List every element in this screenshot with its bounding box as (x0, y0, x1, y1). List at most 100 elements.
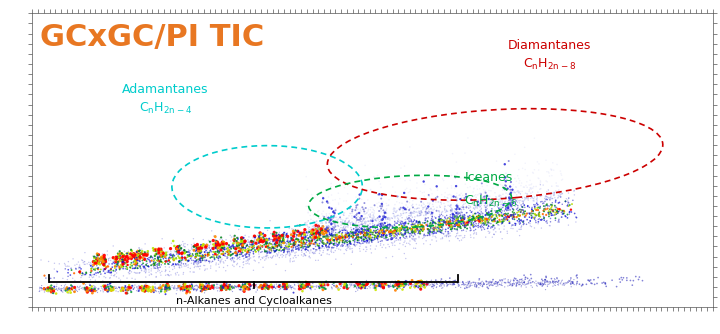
Point (498, 191, 509, 197)
Point (404, 279, 415, 284)
Point (38, 286, 50, 292)
Point (395, 213, 406, 219)
Point (89, 284, 101, 289)
Point (412, 221, 423, 227)
Point (310, 223, 322, 228)
Point (289, 244, 301, 250)
Point (193, 285, 204, 290)
Point (341, 216, 352, 221)
Point (360, 211, 372, 216)
Point (521, 196, 533, 201)
Point (353, 284, 364, 289)
Point (508, 200, 519, 205)
Point (469, 218, 481, 223)
Point (456, 215, 468, 220)
Point (225, 282, 236, 288)
Point (243, 244, 255, 249)
Point (392, 285, 403, 290)
Point (160, 252, 171, 258)
Point (106, 270, 117, 275)
Point (544, 280, 556, 285)
Point (375, 185, 387, 190)
Point (180, 285, 192, 290)
Point (125, 289, 137, 295)
Point (408, 205, 419, 210)
Point (236, 285, 248, 290)
Point (268, 246, 279, 251)
Point (348, 285, 359, 290)
Point (125, 285, 136, 291)
Point (331, 232, 343, 237)
Point (179, 250, 191, 256)
Point (204, 260, 215, 265)
Point (140, 284, 152, 289)
Point (117, 253, 128, 258)
Point (163, 256, 174, 261)
Point (328, 234, 339, 239)
Point (442, 203, 454, 208)
Point (213, 248, 225, 254)
Point (306, 229, 318, 234)
Point (212, 282, 223, 287)
Point (256, 239, 268, 244)
Point (354, 227, 366, 233)
Point (470, 221, 482, 226)
Point (278, 250, 289, 255)
Point (215, 243, 227, 248)
Point (150, 275, 162, 280)
Point (567, 281, 578, 286)
Point (480, 220, 491, 225)
Point (433, 223, 444, 228)
Point (56, 286, 68, 291)
Point (510, 282, 522, 287)
Point (192, 257, 204, 262)
Point (415, 208, 427, 213)
Point (498, 212, 510, 217)
Point (469, 206, 480, 212)
Point (322, 223, 333, 228)
Point (220, 286, 231, 292)
Point (564, 209, 575, 214)
Point (338, 283, 350, 288)
Point (148, 259, 159, 264)
Point (492, 199, 504, 205)
Point (487, 202, 498, 208)
Point (369, 246, 381, 252)
Point (329, 221, 341, 227)
Point (506, 213, 518, 218)
Point (286, 250, 297, 255)
Point (109, 273, 120, 279)
Point (500, 280, 511, 285)
Point (537, 211, 549, 217)
Point (317, 213, 328, 219)
Point (279, 230, 290, 235)
Point (534, 212, 545, 217)
Point (328, 241, 339, 247)
Point (396, 282, 408, 288)
Point (68, 286, 80, 291)
Point (237, 236, 248, 241)
Point (554, 193, 566, 199)
Point (68, 286, 80, 291)
Point (239, 239, 251, 244)
Point (255, 283, 266, 288)
Point (279, 247, 290, 252)
Point (310, 234, 322, 239)
Point (152, 269, 163, 274)
Point (114, 287, 126, 293)
Point (364, 232, 376, 238)
Point (331, 217, 343, 223)
Point (361, 283, 372, 288)
Point (380, 234, 392, 240)
Point (485, 280, 497, 285)
Point (335, 247, 346, 253)
Point (381, 280, 392, 286)
Point (130, 262, 141, 267)
Point (505, 198, 517, 203)
Point (274, 243, 285, 248)
Point (505, 179, 516, 185)
Point (182, 286, 194, 291)
Point (430, 235, 441, 240)
Point (504, 207, 516, 212)
Point (289, 239, 301, 244)
